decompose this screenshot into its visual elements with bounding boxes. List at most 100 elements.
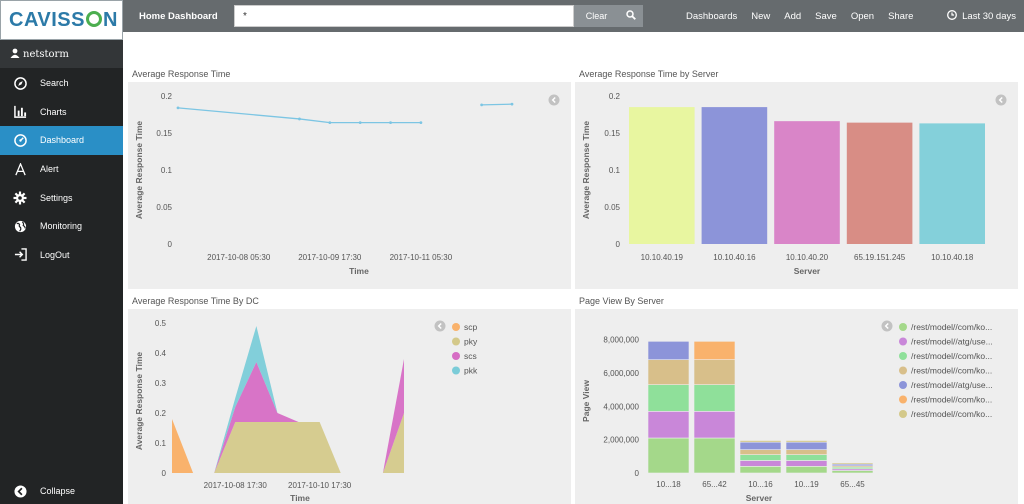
stacked-bar-segment: [647, 341, 690, 360]
line-chart: 0 0.05 0.1 0.15 0.2 2017-10-08 05:30 2017-10-0…: [134, 92, 560, 276]
dashboards-menu[interactable]: Dashboards: [686, 10, 738, 22]
stacked-bar-segment: [739, 454, 782, 461]
y-tick-label: 0: [168, 240, 173, 249]
panel-avg-response-server: 0 0.05 0.1 0.15 0.2 10.10.40.19 10.10.40.16 10.…: [575, 82, 1018, 289]
x-tick-label: 65...45: [840, 480, 865, 489]
x-tick-label: 10...19: [794, 480, 819, 489]
panel-title-page-view: Page View By Server: [579, 296, 664, 306]
legend-label: pkk: [464, 366, 478, 376]
data-point: [480, 103, 484, 107]
legend-swatch: [452, 337, 460, 346]
sidebar-item-monitoring[interactable]: Monitoring: [0, 212, 123, 241]
bar: [919, 123, 985, 244]
area-scs: [382, 359, 404, 473]
legend-swatch: [899, 410, 907, 418]
search-icon: [626, 10, 636, 22]
bar: [774, 121, 840, 244]
time-range-picker[interactable]: Last 30 days: [947, 0, 1016, 32]
logout-icon: [0, 248, 40, 262]
area-scp: [172, 419, 194, 473]
sidebar-item-charts[interactable]: Charts: [0, 98, 123, 127]
sidebar-item-label: Monitoring: [40, 221, 83, 232]
legend-label: scs: [464, 351, 477, 361]
y-tick-label: 0.2: [155, 409, 167, 418]
sidebar-item-label: LogOut: [40, 249, 70, 260]
sidebar-item-label: Search: [40, 78, 69, 89]
sidebar-item-label: Alert: [40, 164, 59, 175]
x-tick-label: 2017-10-10 17:30: [288, 481, 352, 490]
dashboard-icon: [0, 134, 40, 147]
stacked-bar-segment: [693, 411, 736, 439]
legend-toggle-icon: [881, 320, 893, 332]
bar: [846, 122, 913, 244]
search-input[interactable]: [234, 5, 574, 27]
legend-swatch: [452, 366, 460, 375]
x-tick-label: 65.19.151.245: [854, 253, 906, 262]
y-axis-title: Average Response Time: [581, 121, 591, 220]
x-tick-label: 10.10.40.16: [713, 253, 756, 262]
collapse-button[interactable]: Collapse: [0, 478, 123, 504]
compass-icon: [0, 76, 40, 90]
stacked-bar-segment: [647, 411, 690, 439]
bar-chart: 0 0.05 0.1 0.15 0.2 10.10.40.19 10.10.40.16 10.…: [581, 92, 1007, 276]
x-tick-label: 10...18: [656, 480, 681, 489]
bar: [701, 107, 768, 244]
clock-icon: [947, 9, 958, 23]
save-menu[interactable]: Save: [815, 10, 837, 22]
series-line: [177, 107, 421, 124]
data-point: [298, 117, 301, 121]
y-tick-label: 0.2: [609, 92, 621, 101]
x-tick-label: 2017-10-08 17:30: [204, 481, 268, 490]
search-button[interactable]: [619, 5, 643, 27]
sidebar-item-dashboard[interactable]: Dashboard: [0, 126, 123, 155]
x-tick-label: 2017-10-09 17:30: [298, 253, 362, 262]
panel-avg-response-time: 0 0.05 0.1 0.15 0.2 2017-10-08 05:30 2017-10-0…: [128, 82, 571, 289]
y-tick-label: 4,000,000: [603, 402, 639, 411]
stacked-bar-segment: [693, 341, 736, 360]
legend-swatch: [899, 381, 907, 389]
y-tick-label: 2,000,000: [603, 436, 639, 445]
sidebar-item-settings[interactable]: Settings: [0, 183, 123, 212]
panel-title-avg-response-dc: Average Response Time By DC: [132, 296, 259, 306]
stacked-bar-chart: 0 2,000,000 4,000,000 6,000,000 8,000,000 10.…: [581, 320, 993, 503]
x-tick-label: 2017-10-11 05:30: [390, 253, 453, 262]
sidebar-item-logout[interactable]: LogOut: [0, 241, 123, 270]
x-tick-label: 2017-10-08 05:30: [207, 253, 271, 262]
legend-toggle-icon: [434, 320, 446, 332]
cavisson-logo: CAVISS N: [9, 9, 118, 31]
sidebar-item-search[interactable]: Search: [0, 69, 123, 98]
top-menu: Dashboards New Add Save Open Share: [686, 0, 913, 32]
y-tick-label: 0.05: [156, 203, 172, 212]
stacked-bar-segment: [785, 454, 828, 461]
y-tick-label: 0: [162, 469, 167, 478]
legend-label: /rest/model//atg/use...: [911, 380, 993, 390]
new-menu[interactable]: New: [751, 10, 771, 22]
clear-button[interactable]: Clear: [574, 5, 619, 27]
panel-avg-response-dc: 0 0.1 0.2 0.3 0.4 0.5 2017-10-08 17:30 2017-10-…: [128, 309, 571, 504]
page-title: Home Dashboard: [139, 10, 218, 22]
add-menu[interactable]: Add: [784, 10, 802, 22]
y-tick-label: 6,000,000: [603, 369, 639, 378]
y-tick-label: 0.2: [161, 92, 173, 101]
y-tick-label: 0.4: [155, 349, 167, 358]
data-point: [358, 121, 362, 125]
stacked-bar-segment: [785, 449, 828, 455]
data-point: [176, 106, 180, 110]
y-tick-label: 0.15: [604, 129, 620, 138]
open-menu[interactable]: Open: [850, 10, 875, 22]
user-row: netstorm: [0, 40, 123, 68]
sidebar-item-alert[interactable]: Alert: [0, 155, 123, 184]
y-tick-label: 0.1: [155, 439, 167, 448]
share-menu[interactable]: Share: [888, 10, 914, 22]
legend-swatch: [899, 366, 907, 375]
panel-options-icon-arrow: [551, 96, 556, 104]
stacked-bar-segment: [739, 460, 782, 467]
sidebar-item-label: Dashboard: [40, 135, 85, 146]
sidebar-item-label: Charts: [40, 106, 67, 117]
panel-title-avg-response: Average Response Time: [132, 69, 231, 79]
area-pkk: [214, 326, 341, 473]
legend-swatch: [899, 323, 907, 331]
legend-toggle-icon-arrow: [884, 322, 889, 330]
bar: [629, 107, 695, 244]
y-axis-title: Average Response Time: [134, 121, 144, 220]
